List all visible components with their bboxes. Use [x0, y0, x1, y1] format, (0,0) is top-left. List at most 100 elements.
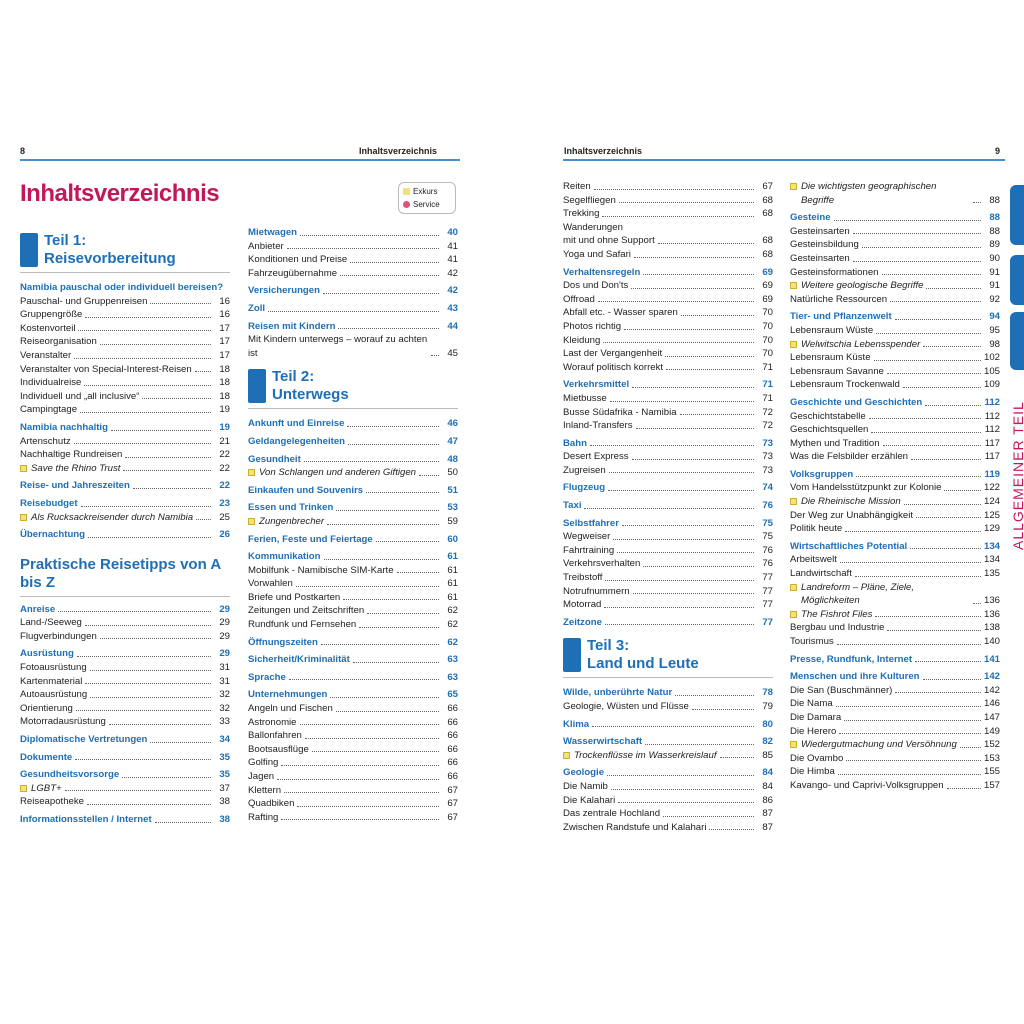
entry-text: Sicherheit/Kriminalität — [248, 654, 350, 666]
leader — [837, 773, 981, 775]
toc-entry: Geologie, Wüsten und Flüsse 79 — [563, 700, 773, 714]
toc-entry: Taxi 76 — [563, 499, 773, 513]
page-number: 102 — [983, 352, 1000, 364]
page-number: 67 — [762, 181, 773, 192]
toc-entry: Veranstalter 17 — [20, 349, 230, 363]
page-number: 67 — [447, 811, 458, 823]
entry-text: Gesundheitsvorsorge — [20, 769, 120, 781]
page-number: 71 — [762, 361, 773, 373]
legend: Exkurs Service — [398, 182, 456, 214]
entry-text: Die Ovambo — [790, 752, 844, 764]
page-number: 9 — [995, 146, 1001, 156]
toc-entry: Die Himba 155 — [790, 765, 1000, 779]
page-number: 152 — [983, 739, 1000, 751]
leader — [80, 505, 211, 507]
entry-text: Die Damara — [790, 711, 842, 723]
entry-text: Dos und Don'ts — [563, 280, 629, 292]
entry-text: Klettern — [248, 784, 282, 796]
entry-text: Die Nama — [790, 698, 833, 710]
entry-text: Ankunft und Einreise — [248, 418, 345, 430]
leader — [895, 692, 981, 694]
page-number: 34 — [219, 734, 230, 746]
page-number: 67 — [447, 798, 458, 810]
toc-entry: Zwischen Randstufe und Kalahari 87 — [563, 821, 773, 835]
entry-text: Was die Felsbilder erzählen — [790, 451, 909, 463]
page-number: 61 — [447, 578, 458, 590]
entry-text: Kleidung — [563, 334, 601, 346]
entry-text: Öffnungszeiten — [248, 636, 318, 648]
entry-text: Anbieter — [248, 240, 284, 252]
toc-entry: Die wichtigsten geographischen Begriffe 8… — [790, 180, 1000, 207]
leader — [132, 487, 211, 489]
toc-entry: Anbieter 41 — [248, 240, 458, 254]
leader — [277, 778, 439, 780]
entry-text: Abfall etc. - Wasser sparen — [563, 307, 678, 319]
toc-entry: Angeln und Fischen 66 — [248, 702, 458, 716]
entry-text: Veranstalter von Special-Interest-Reisen — [20, 363, 192, 375]
leader — [604, 606, 754, 608]
page-number: 80 — [762, 718, 773, 730]
toc-entry: Rafting 67 — [248, 811, 458, 825]
page-number: 18 — [219, 390, 230, 402]
legend-label: Exkurs — [413, 187, 438, 196]
title: Inhaltsverzeichnis — [20, 180, 220, 207]
leader — [617, 552, 754, 554]
toc-entry: Zungenbrecher 59 — [248, 515, 458, 529]
page-number: 69 — [762, 266, 773, 278]
toc-entry: Geschichtsquellen 112 — [790, 423, 1000, 437]
entry-text: Angeln und Fischen — [248, 703, 333, 715]
page-number: 18 — [219, 377, 230, 389]
toc-entry: Zeitungen und Zeitschriften 62 — [248, 604, 458, 618]
leader — [679, 414, 754, 416]
legend-item: Exkurs — [403, 185, 451, 198]
leader — [297, 805, 439, 807]
toc-entry: Geschichtstabelle 112 — [790, 410, 1000, 424]
leader — [589, 445, 754, 447]
toc-entry: Motorrad 77 — [563, 598, 773, 612]
entry-text: Mobilfunk - Namibische SIM-Karte — [248, 564, 394, 576]
entry-text: Reisebudget — [20, 497, 78, 509]
toc-entry: Geschichte und Geschichten 112 — [790, 396, 1000, 410]
toc-entry: Lebensraum Wüste 95 — [790, 324, 1000, 338]
toc-entry: Kavango- und Caprivi-Volksgruppen 157 — [790, 779, 1000, 793]
toc-entry: Klettern 67 — [248, 784, 458, 798]
entry-text: Wegweiser — [563, 531, 611, 543]
entry-text: Nachhaltige Rundreisen — [20, 449, 123, 461]
page-number: 90 — [989, 252, 1000, 264]
leader — [861, 246, 981, 248]
page-number: 112 — [984, 410, 1000, 422]
entry-text: Wanderungen — [563, 221, 623, 233]
toc-entry: Flugverbindungen 29 — [20, 630, 230, 644]
leader — [304, 737, 439, 739]
page-number: 63 — [447, 654, 458, 666]
entry-text: Diplomatische Vertretungen — [20, 734, 148, 746]
page-number: 25 — [219, 511, 230, 523]
leader — [336, 509, 439, 511]
page-number: 112 — [984, 396, 1000, 408]
leader — [88, 536, 211, 538]
toc-entry: Reise- und Jahreszeiten 22 — [20, 479, 230, 493]
page-number: 35 — [219, 769, 230, 781]
toc-entry: Natürliche Ressourcen 92 — [790, 293, 1000, 307]
entry-text: Zwischen Randstufe und Kalahari — [563, 821, 707, 833]
page-number: 29 — [219, 617, 230, 629]
page-number: 18 — [219, 363, 230, 375]
toc-entry: Worauf politisch korrekt 71 — [563, 361, 773, 375]
page-number: 73 — [762, 464, 773, 476]
leader — [868, 418, 981, 420]
page-number: 29 — [219, 603, 230, 615]
leader — [890, 301, 981, 303]
toc-entry: Die San (Buschmänner) 142 — [790, 684, 1000, 698]
entry-text: Bahn — [563, 437, 587, 449]
toc-entry: Reisebudget 23 — [20, 497, 230, 511]
entry-text: Flugverbindungen — [20, 630, 97, 642]
toc-entry: Ferien, Feste und Feiertage 60 — [248, 533, 458, 547]
toc-entry: Volksgruppen 119 — [790, 468, 1000, 482]
entry-text: Die Namib — [563, 780, 608, 792]
page-number: 70 — [762, 307, 773, 319]
leader — [621, 525, 754, 527]
page-number: 87 — [762, 821, 773, 833]
entry-text: Veranstalter — [20, 349, 72, 361]
leader — [299, 724, 439, 726]
